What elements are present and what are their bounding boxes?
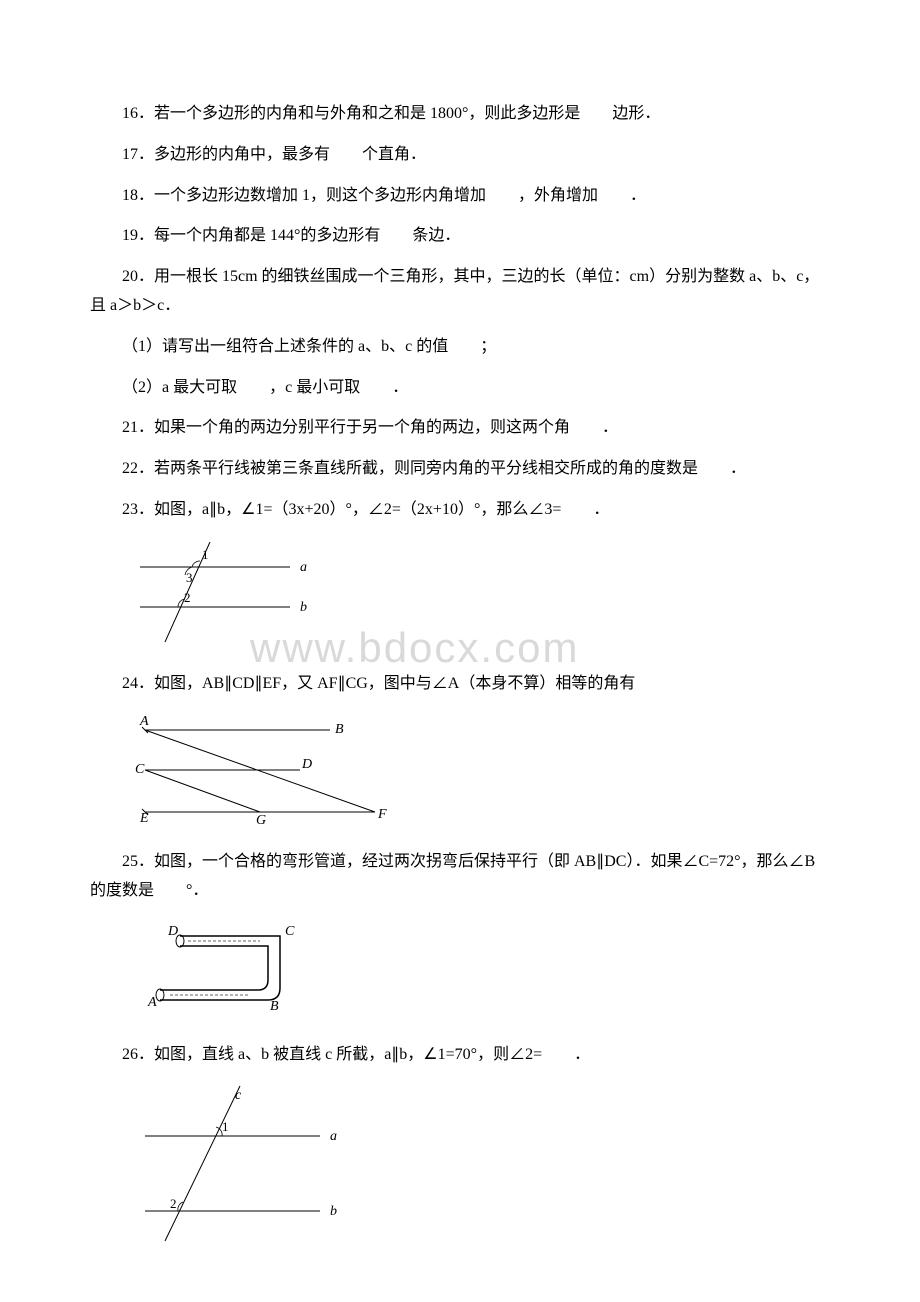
label-D: D — [301, 757, 312, 772]
label-B: B — [335, 722, 344, 737]
figure-23: a b 1 3 2 — [130, 537, 830, 658]
label-C: C — [285, 924, 295, 939]
figure-25: D C A B — [130, 918, 830, 1029]
question-21: 21．如果一个角的两边分别平行于另一个角的两边，则这两个角 ． — [90, 414, 830, 443]
question-16: 16．若一个多边形的内角和与外角和之和是 1800°，则此多边形是 边形． — [90, 100, 830, 129]
label-c: c — [235, 1088, 242, 1103]
label-B: B — [270, 999, 279, 1014]
label-b: b — [300, 600, 307, 615]
figure-23-svg: a b 1 3 2 — [130, 537, 330, 647]
question-24: 24．如图，AB∥CD∥EF，又 AF∥CG，图中与∠A（本身不算）相等的角有 — [90, 670, 830, 699]
label-b: b — [330, 1204, 337, 1219]
label-a: a — [300, 560, 307, 575]
question-25-text: 25．如图，一个合格的弯形管道，经过两次拐弯后保持平行（即 AB∥DC）．如果∠… — [90, 853, 815, 899]
question-18: 18．一个多边形边数增加 1，则这个多边形内角增加 ，外角增加 ． — [90, 182, 830, 211]
question-20-main: 20．用一根长 15cm 的细铁丝围成一个三角形，其中，三边的长（单位：cm）分… — [90, 263, 830, 321]
question-25: 25．如图，一个合格的弯形管道，经过两次拐弯后保持平行（即 AB∥DC）．如果∠… — [90, 848, 830, 906]
label-angle1: 1 — [202, 547, 209, 562]
label-angle2: 2 — [184, 590, 191, 605]
label-a: a — [330, 1129, 337, 1144]
label-A: A — [147, 995, 157, 1010]
figure-25-svg: D C A B — [130, 918, 330, 1018]
question-22: 22．若两条平行线被第三条直线所截，则同旁内角的平分线相交所成的角的度数是 ． — [90, 455, 830, 484]
question-20-2: （2）a 最大可取 ，c 最小可取 ． — [90, 374, 830, 403]
question-17: 17．多边形的内角中，最多有 个直角． — [90, 141, 830, 170]
label-A: A — [139, 714, 149, 729]
label-C: C — [135, 762, 145, 777]
label-D: D — [167, 924, 178, 939]
label-G: G — [256, 813, 266, 825]
question-23: 23．如图，a∥b，∠1=（3x+20）°，∠2=（2x+10）°，那么∠3= … — [90, 496, 830, 525]
question-20-text: 20．用一根长 15cm 的细铁丝围成一个三角形，其中，三边的长（单位：cm）分… — [90, 268, 819, 314]
figure-24-svg: A B C D E G F — [130, 710, 400, 825]
figure-26: a b c 1 2 — [130, 1081, 830, 1257]
label-angle1: 1 — [222, 1119, 229, 1134]
question-20-1: （1）请写出一组符合上述条件的 a、b、c 的值 ； — [90, 333, 830, 362]
figure-26-svg: a b c 1 2 — [130, 1081, 360, 1246]
label-angle2: 2 — [170, 1196, 177, 1211]
page-content: 16．若一个多边形的内角和与外角和之和是 1800°，则此多边形是 边形． 17… — [90, 100, 830, 1257]
question-26: 26．如图，直线 a、b 被直线 c 所截，a∥b，∠1=70°，则∠2= ． — [90, 1041, 830, 1070]
label-E: E — [139, 811, 149, 825]
label-F: F — [377, 807, 387, 822]
question-19: 19．每一个内角都是 144°的多边形有 条边． — [90, 222, 830, 251]
label-angle3: 3 — [186, 570, 193, 585]
question-22-text: 22．若两条平行线被第三条直线所截，则同旁内角的平分线相交所成的角的度数是 ． — [122, 460, 746, 477]
figure-24: A B C D E G F — [130, 710, 830, 836]
